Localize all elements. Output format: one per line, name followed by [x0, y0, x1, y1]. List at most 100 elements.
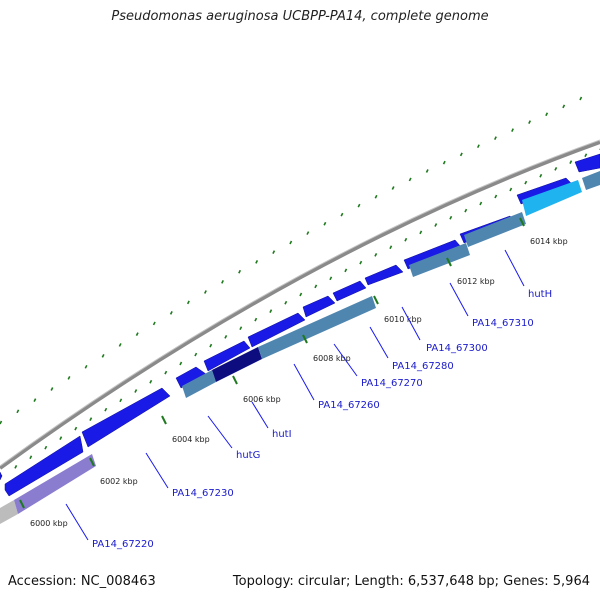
gene-label[interactable]: PA14_67230 — [172, 488, 234, 499]
reverse-cds[interactable] — [582, 171, 600, 190]
gene-label-group[interactable]: PA14_67280 — [369, 326, 454, 372]
reverse-strand-features — [0, 171, 600, 524]
guide-dot — [255, 260, 259, 264]
gene-label-group[interactable]: PA14_67300 — [401, 306, 488, 354]
guide-dot — [239, 326, 243, 331]
guide-dot — [306, 231, 310, 235]
gene-label[interactable]: PA14_67270 — [361, 378, 423, 389]
guide-dot — [391, 186, 395, 190]
reverse-cds[interactable] — [258, 296, 376, 359]
forward-cds[interactable] — [0, 471, 3, 481]
guide-dot — [554, 167, 558, 171]
forward-cds[interactable] — [574, 153, 600, 173]
label-leader-line — [504, 249, 525, 287]
gene-label[interactable]: hutG — [236, 450, 260, 461]
guide-dot — [493, 136, 497, 140]
guide-dot — [169, 310, 173, 315]
guide-dot — [323, 221, 327, 226]
forward-cds[interactable] — [203, 340, 251, 372]
reverse-cds[interactable] — [212, 347, 262, 382]
guide-dot — [89, 417, 93, 421]
guide-dot — [101, 353, 105, 358]
gene-label[interactable]: PA14_67260 — [318, 400, 380, 411]
guide-dot — [408, 177, 412, 182]
forward-cds[interactable] — [302, 295, 336, 318]
gene-label[interactable]: PA14_67220 — [92, 539, 154, 550]
gene-label[interactable]: PA14_67300 — [426, 343, 488, 354]
genome-backbone — [0, 140, 600, 470]
guide-dot — [33, 398, 37, 402]
reverse-cds[interactable] — [409, 243, 470, 277]
guide-dot — [0, 420, 3, 425]
reverse-cds[interactable] — [14, 454, 96, 514]
guide-dot — [449, 215, 453, 220]
guide-dot — [238, 269, 242, 274]
tick-label: 6004 kbp — [172, 435, 210, 444]
tick-label: 6010 kbp — [384, 315, 422, 324]
position-tick: 6008 kbp — [302, 334, 351, 363]
guide-dot — [119, 398, 123, 403]
forward-cds[interactable] — [81, 387, 171, 448]
gene-label[interactable]: hutI — [272, 429, 292, 440]
guide-dot — [329, 276, 333, 281]
guide-dot — [442, 160, 446, 165]
forward-cds[interactable] — [332, 280, 367, 302]
gene-label-group[interactable]: hutH — [504, 249, 552, 300]
label-leader-line — [207, 415, 233, 449]
guide-dot — [539, 173, 543, 178]
guide-dot — [562, 104, 566, 109]
guide-dot — [84, 364, 88, 369]
guide-dot — [524, 180, 528, 185]
forward-cds[interactable] — [4, 435, 84, 497]
gene-label[interactable]: hutH — [528, 289, 552, 300]
reverse-cds[interactable] — [464, 212, 526, 247]
guide-dot — [284, 300, 288, 305]
gene-label-group[interactable]: PA14_67310 — [449, 282, 534, 329]
reverse-cds[interactable] — [0, 500, 18, 524]
label-leader-line — [401, 306, 421, 341]
gene-label-group[interactable]: PA14_67270 — [333, 343, 423, 389]
accession-text: Accession: NC_008463 — [8, 574, 156, 589]
guide-dot — [404, 237, 408, 242]
guide-dot — [135, 332, 139, 336]
forward-cds[interactable] — [247, 312, 306, 348]
gene-label-group[interactable]: PA14_67260 — [293, 363, 380, 411]
reverse-cds[interactable] — [182, 370, 216, 398]
gene-label-group[interactable]: hutI — [251, 401, 292, 440]
position-tick: 6000 kbp — [19, 499, 68, 528]
guide-dot — [584, 153, 588, 158]
guide-dot — [164, 370, 168, 375]
guide-dot — [579, 96, 583, 101]
gene-label[interactable]: PA14_67310 — [472, 318, 534, 329]
guide-dot — [359, 260, 363, 265]
gene-label-group[interactable]: PA14_67230 — [145, 452, 234, 499]
gene-label-group[interactable]: hutG — [207, 415, 260, 461]
tick-label: 6000 kbp — [30, 519, 68, 528]
guide-dot — [149, 379, 153, 384]
guide-dot — [118, 343, 122, 347]
position-tick: 6006 kbp — [232, 375, 281, 404]
guide-dot — [434, 223, 438, 227]
forward-cds[interactable] — [364, 264, 404, 286]
reverse-cds[interactable] — [522, 180, 582, 216]
guide-dot — [357, 203, 361, 208]
dotted-guides — [0, 96, 600, 479]
guide-dot — [344, 268, 348, 273]
guide-dot — [419, 230, 423, 235]
guide-dot — [509, 187, 513, 192]
tick-label: 6008 kbp — [313, 354, 351, 363]
guide-dot — [179, 361, 183, 366]
label-leader-line — [333, 343, 358, 377]
guide-dot — [494, 194, 498, 199]
gene-label[interactable]: PA14_67280 — [392, 361, 454, 372]
genome-summary-text: Topology: circular; Length: 6,537,648 bp… — [232, 574, 590, 589]
gene-label-group[interactable]: PA14_67220 — [65, 503, 154, 550]
guide-dot — [340, 212, 344, 217]
label-leader-line — [293, 363, 315, 401]
guide-dot — [14, 465, 18, 469]
position-tick: 6014 kbp — [519, 217, 568, 246]
guide-dot — [152, 321, 156, 326]
position-ticks: 6000 kbp 6002 kbp 6004 kbp 6006 kbp 6008 kbp… — [19, 217, 568, 528]
